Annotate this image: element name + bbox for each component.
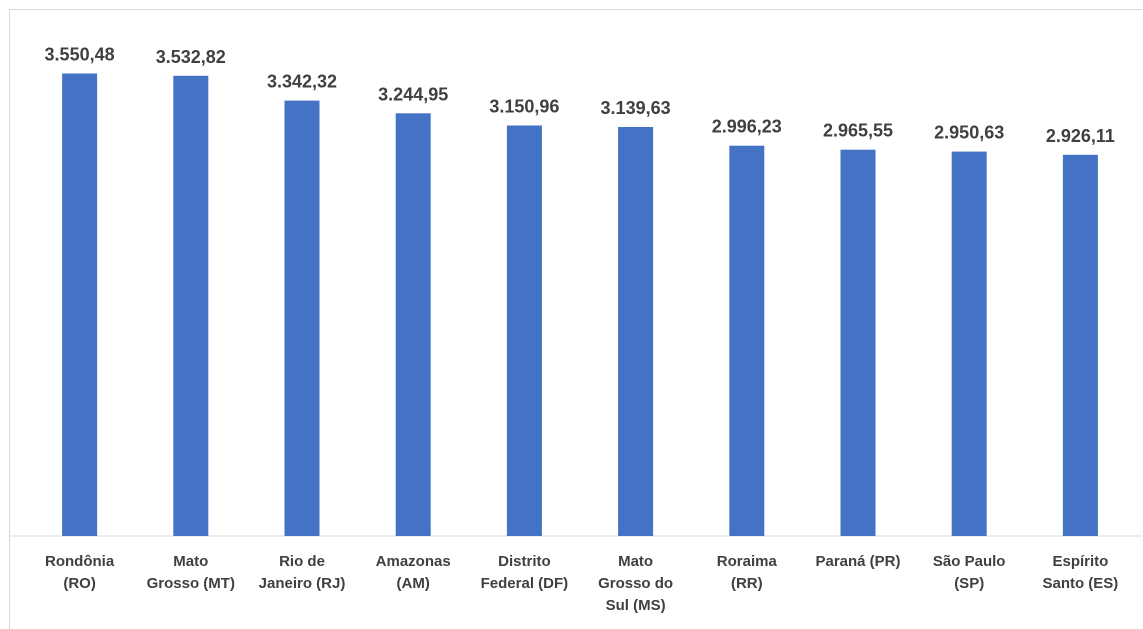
category-label: Rondônia (RO) [45, 553, 115, 592]
data-label: 2.965,55 [823, 121, 893, 141]
category-label: Roraima (RR) [717, 553, 778, 592]
chart-frame [9, 9, 1142, 629]
data-label: 3.550,48 [45, 45, 115, 65]
bar [395, 113, 431, 537]
data-label: 2.950,63 [934, 123, 1004, 143]
data-label: 2.926,11 [1046, 126, 1115, 146]
bar [1062, 154, 1098, 537]
bar [173, 75, 209, 537]
category-label: Espírito Santo (ES) [1042, 553, 1118, 592]
bar [729, 145, 765, 536]
category-label: Mato Grosso do Sul (MS) [598, 553, 673, 614]
bar [618, 127, 654, 536]
bar [951, 151, 987, 536]
category-label: Mato Grosso (MT) [147, 553, 235, 592]
data-label: 3.532,82 [156, 47, 226, 67]
data-label: 3.139,63 [601, 98, 671, 118]
category-label: Distrito Federal (DF) [481, 553, 569, 592]
bar [840, 149, 876, 536]
data-label: 3.150,96 [489, 97, 559, 117]
bar [284, 100, 320, 536]
category-label: São Paulo (SP) [933, 553, 1006, 592]
category-label: Paraná (PR) [815, 553, 900, 570]
data-label: 3.342,32 [267, 72, 337, 92]
category-label: Amazonas (AM) [376, 553, 451, 592]
bar [506, 125, 542, 536]
data-label: 2.996,23 [712, 117, 782, 137]
data-label: 3.244,95 [378, 84, 448, 104]
category-label: Rio de Janeiro (RJ) [259, 553, 346, 592]
bar [62, 73, 98, 536]
